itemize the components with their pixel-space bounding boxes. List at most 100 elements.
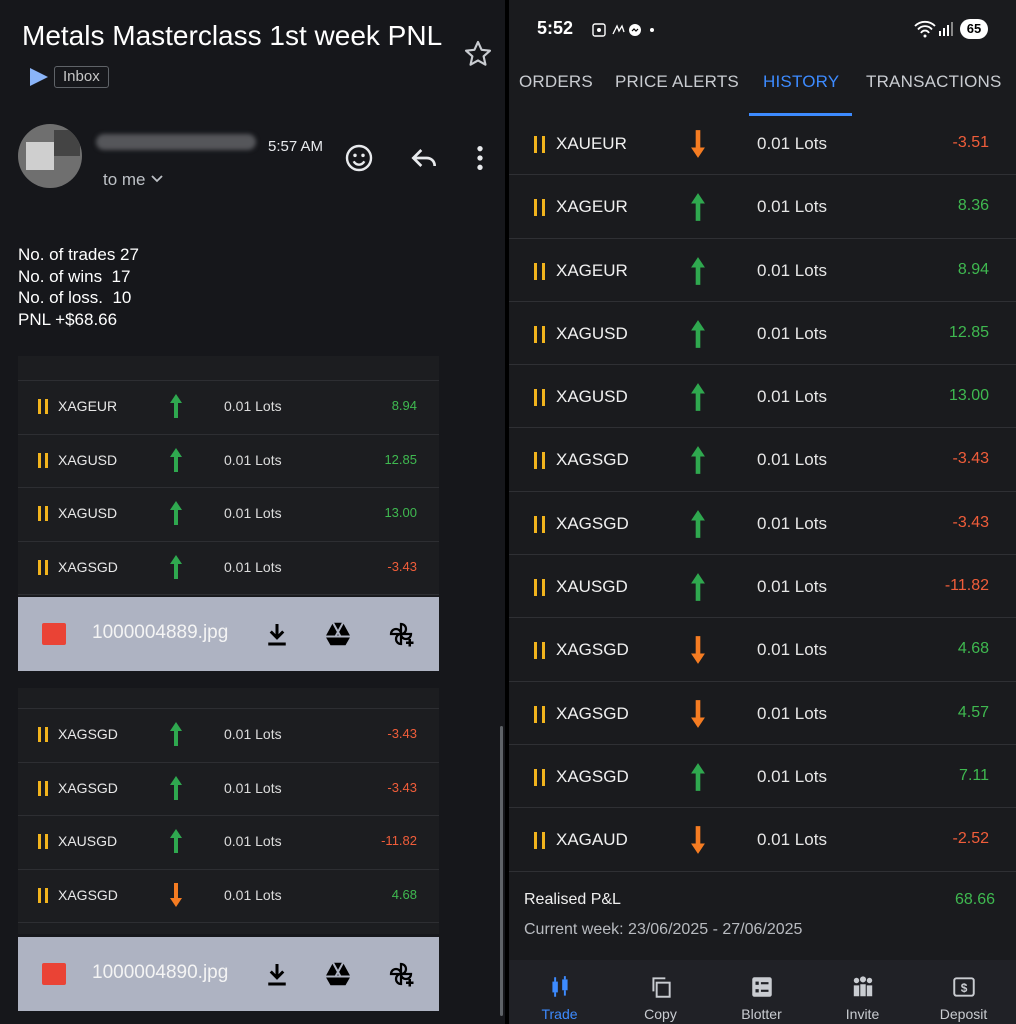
arrow-up-icon [691,573,705,601]
trade-pnl: 4.68 [957,640,989,658]
table-row[interactable]: XAUEUR 0.01 Lots -3.51 [509,112,1016,176]
avatar[interactable] [18,124,82,188]
arrow-up-icon [170,501,182,525]
trade-symbol: XAGUSD [556,323,628,343]
table-row [18,688,439,709]
nav-blotter[interactable]: Blotter [711,960,812,1024]
trade-marker-icon [38,452,41,468]
table-row[interactable]: XAUSGD 0.01 Lots -11.82 [18,816,439,870]
tab-price-alerts[interactable]: PRICE ALERTS [615,72,739,91]
tab-orders[interactable]: ORDERS [519,72,593,91]
add-to-photos-icon[interactable] [386,619,416,649]
trade-lots: 0.01 Lots [224,886,282,903]
trade-history-list[interactable]: XAUEUR 0.01 Lots -3.51 XAGEUR 0.01 Lots 8.36 X… [509,112,1016,872]
table-row[interactable]: XAGAUD 0.01 Lots -2.52 [509,808,1016,872]
table-row[interactable]: XAGSGD 0.01 Lots -3.43 [509,492,1016,556]
table-row[interactable]: XAGSGD 0.01 Lots 4.57 [509,682,1016,745]
table-row[interactable]: XAGSGD 0.01 Lots 4.68 [18,870,439,923]
attachment-bar-2[interactable]: 1000004890.jpg [18,937,439,1011]
table-row[interactable]: XAGEUR 0.01 Lots 8.94 [18,381,439,435]
add-to-photos-icon[interactable] [386,959,416,989]
inbox-label-chip[interactable]: Inbox [54,66,109,88]
arrow-down-icon [691,636,705,665]
candlestick-icon [552,976,568,997]
copy-icon [652,977,671,998]
arrow-up-icon [691,256,705,285]
attachment-bar-1[interactable]: 1000004889.jpg [18,597,439,671]
download-icon[interactable] [262,959,292,989]
tab-transactions[interactable]: TRANSACTIONS [866,72,1002,91]
history-tabs: ORDERS PRICE ALERTS HISTORY TRANSACTIONS [509,64,1016,116]
recipient-details[interactable]: to me [103,170,164,190]
realised-pnl-value: 68.66 [954,891,995,908]
trade-pnl: 13.00 [948,387,989,405]
trade-pnl: -2.52 [952,830,989,848]
divider [505,0,509,1024]
download-icon[interactable] [262,619,292,649]
trade-marker-icon [38,559,41,575]
chevron-down-icon [151,175,163,183]
trade-lots: 0.01 Lots [224,726,282,742]
trade-symbol: XAGSGD [58,558,118,575]
table-row[interactable]: XAGUSD 0.01 Lots 12.85 [509,302,1016,366]
table-row[interactable]: XAGSGD 0.01 Lots -3.43 [18,763,439,816]
nav-deposit[interactable]: $ Deposit [913,960,1014,1024]
trade-pnl: -3.43 [952,513,989,531]
body-line: No. of trades 27 [18,245,139,264]
table-row[interactable]: XAGEUR 0.01 Lots 8.94 [509,239,1016,302]
trade-lots: 0.01 Lots [757,387,827,407]
arrow-up-icon [691,509,705,538]
table-row[interactable]: XAGSGD 0.01 Lots -3.43 [18,709,439,763]
table-row[interactable]: XAGSGD 0.01 Lots -3.43 [18,542,439,595]
trade-lots: 0.01 Lots [757,766,827,786]
email-time: 5:57 AM [268,138,324,155]
table-row[interactable]: XAGUSD 0.01 Lots 13.00 [18,488,439,542]
trade-pnl: -3.43 [387,726,417,741]
trade-symbol: XAGSGD [58,886,118,903]
nav-label: Deposit [939,1006,988,1022]
reply-icon[interactable] [408,142,440,174]
recipient-text: to me [103,170,146,189]
status-bar-right: 65 [908,18,988,40]
more-options-icon[interactable] [464,142,496,174]
trade-marker-icon [534,642,537,660]
table-row[interactable]: XAGSGD 0.01 Lots -3.43 [509,428,1016,492]
importance-marker-icon[interactable] [30,68,48,86]
email-body: No. of trades 27 No. of wins 17 No. of l… [18,244,139,330]
trade-lots: 0.01 Lots [757,513,827,533]
trade-symbol: XAUEUR [556,134,627,153]
nav-copy[interactable]: Copy [610,960,711,1024]
save-to-drive-icon[interactable] [323,619,353,649]
save-to-drive-icon[interactable] [323,959,353,989]
wifi-icon [914,20,936,38]
nav-trade[interactable]: Trade [509,960,610,1024]
embedded-screenshot-1[interactable]: XAGEUR 0.01 Lots 8.94 XAGUSD 0.01 Lots 12.85 X… [18,356,439,596]
table-row[interactable]: XAGSGD 0.01 Lots 7.11 [509,745,1016,809]
trade-symbol: XAGSGD [556,766,629,786]
embedded-screenshot-2[interactable]: XAGSGD 0.01 Lots -3.43 XAGSGD 0.01 Lots -3.43… [18,688,439,934]
table-row[interactable]: XAGSGD 0.01 Lots 4.68 [509,618,1016,682]
trade-symbol: XAGUSD [58,451,118,468]
trade-symbol: XAGUSD [556,387,628,407]
arrow-up-icon [691,193,705,222]
trade-marker-icon [534,262,537,280]
scrollbar[interactable] [500,726,503,1016]
nav-invite[interactable]: Invite [812,960,913,1024]
table-row[interactable]: XAGUSD 0.01 Lots 13.00 [509,365,1016,429]
table-row[interactable]: XAUSGD 0.01 Lots -11.82 [509,555,1016,619]
trade-marker-icon [534,199,537,217]
trade-lots: 0.01 Lots [757,577,827,597]
star-icon[interactable] [462,38,494,70]
trade-pnl: -3.43 [387,779,417,795]
svg-text:$: $ [961,981,968,995]
trade-symbol: XAGEUR [58,398,118,414]
trade-pnl: 12.85 [948,323,989,341]
table-row[interactable]: XAGUSD 0.01 Lots 12.85 [18,435,439,488]
emoji-reaction-icon[interactable] [343,142,375,174]
trade-marker-icon [38,834,41,849]
trade-lots: 0.01 Lots [757,703,827,723]
tab-history[interactable]: HISTORY [763,72,840,91]
trade-pnl: 8.94 [391,398,417,413]
active-tab-indicator [749,113,852,116]
table-row[interactable]: XAGEUR 0.01 Lots 8.36 [509,175,1016,239]
